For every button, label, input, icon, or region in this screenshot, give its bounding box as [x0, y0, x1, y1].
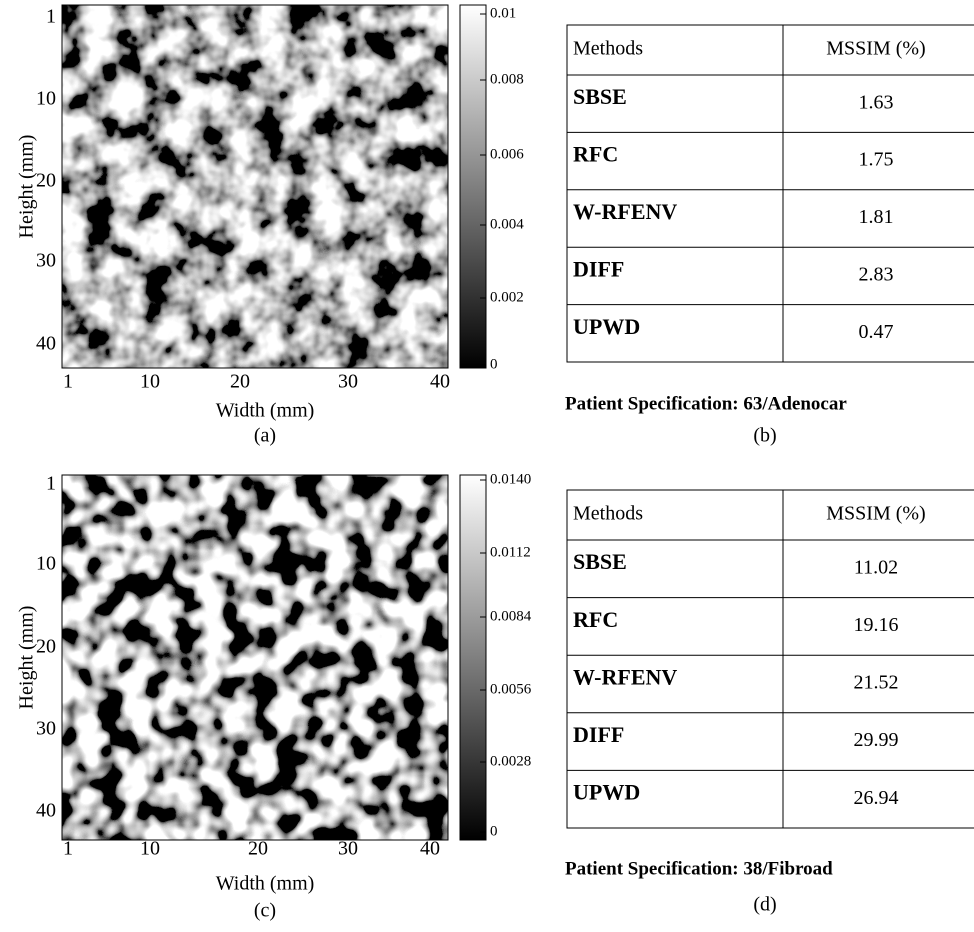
method-name: RFC	[573, 607, 618, 632]
elastography-image	[62, 5, 448, 368]
patient-specification: Patient Specification: 38/Fibroad	[565, 858, 833, 879]
mssim-value: 1.75	[859, 149, 894, 171]
x-tick-label: 40	[420, 838, 440, 860]
column-header: Methods	[573, 503, 643, 525]
method-name: W-RFENV	[573, 199, 677, 224]
y-tick-label: 40	[36, 333, 56, 355]
x-axis-label: Width (mm)	[216, 873, 315, 895]
y-tick-label: 1	[46, 6, 56, 28]
x-tick-label: 10	[140, 371, 160, 393]
mssim-value: 1.81	[859, 206, 894, 228]
caption: (a)	[254, 425, 276, 447]
caption: (c)	[254, 900, 276, 922]
mssim-value: 2.83	[859, 263, 894, 285]
colorbar-tick-label: 0.0028	[490, 753, 531, 769]
colorbar	[459, 474, 487, 841]
y-tick-label: 30	[36, 250, 56, 272]
method-name: UPWD	[573, 780, 640, 805]
x-tick-label: 10	[140, 838, 160, 860]
mssim-value: 0.47	[859, 321, 894, 343]
colorbar-tick-label: 0.0084	[490, 608, 532, 624]
colorbar-tick-label: 0.004	[490, 216, 524, 232]
y-axis-label: Height (mm)	[16, 135, 38, 239]
method-name: SBSE	[573, 84, 627, 109]
y-axis-label: Height (mm)	[16, 606, 38, 710]
column-header: MSSIM (%)	[826, 38, 925, 60]
table-border	[566, 489, 974, 829]
mssim-value: 19.16	[854, 614, 899, 636]
x-axis-label: Width (mm)	[216, 400, 315, 422]
x-tick-label: 40	[430, 371, 450, 393]
image-frame	[61, 474, 449, 841]
colorbar-tick-label: 0.0140	[490, 471, 531, 487]
colorbar-tick-label: 0.01	[490, 5, 516, 21]
mssim-value: 21.52	[854, 672, 899, 694]
y-tick-label: 1	[46, 473, 56, 495]
y-tick-label: 40	[36, 800, 56, 822]
x-tick-label: 30	[338, 371, 358, 393]
x-tick-label: 30	[338, 838, 358, 860]
method-name: RFC	[573, 142, 618, 167]
method-name: W-RFENV	[573, 664, 677, 689]
colorbar-tick-label: 0.0112	[490, 544, 531, 560]
method-name: DIFF	[573, 256, 624, 281]
colorbar	[459, 4, 487, 369]
table-border	[566, 24, 974, 363]
colorbar-tick-label: 0	[490, 356, 498, 372]
x-tick-label: 20	[230, 371, 250, 393]
image-frame	[61, 4, 449, 369]
method-name: DIFF	[573, 722, 624, 747]
y-tick-label: 30	[36, 718, 56, 740]
colorbar-tick-label: 0.006	[490, 146, 524, 162]
mssim-value: 1.63	[859, 91, 894, 113]
patient-specification: Patient Specification: 63/Adenocar	[565, 393, 847, 414]
caption: (b)	[753, 425, 776, 447]
colorbar-tick-label: 0	[490, 823, 498, 839]
colorbar-tick-label: 0.002	[490, 289, 524, 305]
mssim-value: 29.99	[854, 729, 899, 751]
column-header: MSSIM (%)	[826, 503, 925, 525]
x-tick-label: 20	[248, 838, 268, 860]
x-tick-label: 1	[63, 371, 73, 393]
y-tick-label: 20	[36, 636, 56, 658]
mssim-value: 26.94	[854, 787, 899, 809]
elastography-image	[62, 475, 448, 840]
column-header: Methods	[573, 38, 643, 60]
y-tick-label: 20	[36, 170, 56, 192]
y-tick-label: 10	[36, 553, 56, 575]
x-tick-label: 1	[63, 838, 73, 860]
y-tick-label: 10	[36, 88, 56, 110]
mssim-value: 11.02	[854, 556, 898, 578]
colorbar-tick-label: 0.008	[490, 71, 524, 87]
caption: (d)	[753, 894, 776, 916]
method-name: SBSE	[573, 549, 627, 574]
method-name: UPWD	[573, 314, 640, 339]
colorbar-tick-label: 0.0056	[490, 681, 532, 697]
